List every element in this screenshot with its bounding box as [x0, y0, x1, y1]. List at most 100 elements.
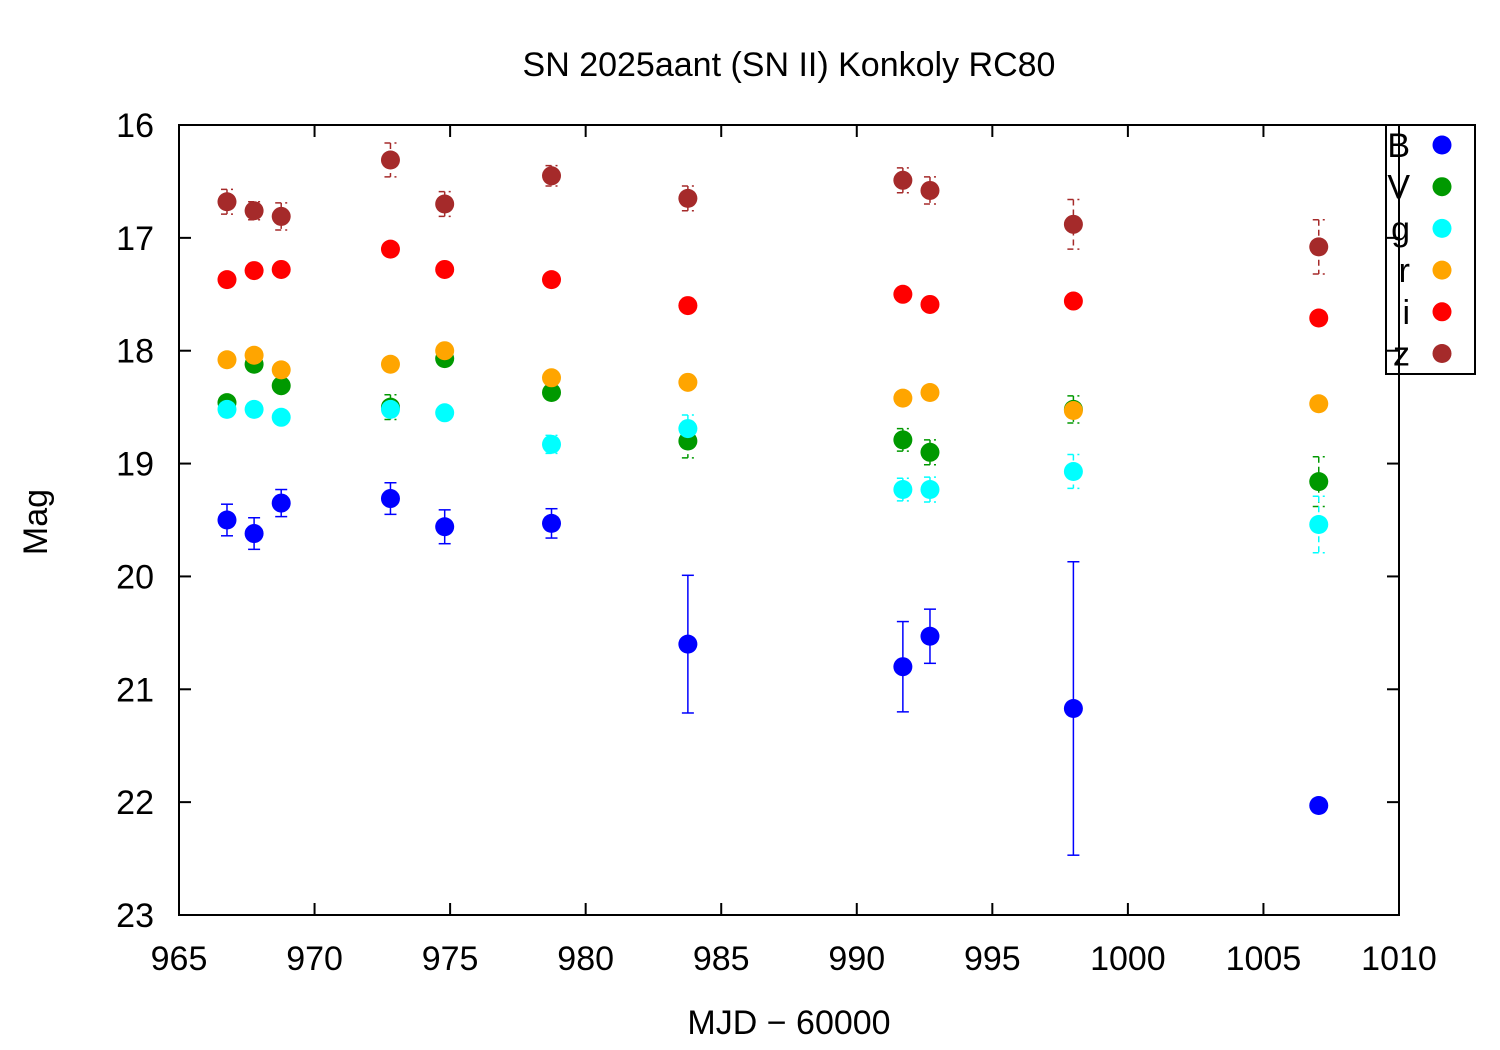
y-axis-label: Mag [17, 489, 55, 555]
legend-label: g [1391, 210, 1410, 248]
data-point [271, 493, 291, 513]
data-point [435, 517, 455, 537]
errbar-series-g [220, 401, 1325, 554]
x-tick-label: 990 [828, 940, 885, 978]
data-point [542, 368, 562, 388]
data-point [435, 259, 455, 279]
data-point [678, 372, 698, 392]
data-point [1309, 394, 1329, 414]
data-point [893, 480, 913, 500]
y-tick-label: 21 [116, 671, 154, 709]
data-point [1063, 291, 1083, 311]
legend-marker [1432, 135, 1452, 155]
data-point [920, 480, 940, 500]
data-point [217, 270, 237, 290]
y-tick-label: 20 [116, 558, 154, 596]
data-point [1309, 237, 1329, 257]
data-point [1309, 796, 1329, 816]
axis-ticks: 965 970 975 980 985 990 995 1000 1005 1010 16 17 18 1… [116, 107, 1437, 978]
y-tick-label: 23 [116, 897, 154, 935]
data-point [1063, 214, 1083, 234]
legend-label: V [1387, 169, 1410, 207]
data-point [217, 350, 237, 370]
data-point [244, 261, 264, 281]
x-tick-label: 995 [964, 940, 1021, 978]
legend-label: r [1399, 252, 1410, 290]
data-point [542, 270, 562, 290]
errbar-series-V [220, 353, 1325, 508]
data-point [920, 294, 940, 314]
data-point [893, 430, 913, 450]
data-point [678, 188, 698, 208]
data-point [380, 399, 400, 419]
data-point [920, 626, 940, 646]
legend-label: z [1393, 336, 1410, 374]
point-series-i [217, 239, 1329, 328]
data-point [542, 382, 562, 402]
x-tick-label: 975 [422, 940, 479, 978]
data-point [435, 341, 455, 361]
x-axis-label: MJD − 60000 [687, 1004, 890, 1042]
data-point [380, 239, 400, 259]
data-point [920, 180, 940, 200]
y-tick-label: 16 [116, 107, 154, 145]
data-point [1309, 472, 1329, 492]
point-series-z [217, 150, 1329, 257]
data-point [678, 296, 698, 316]
x-tick-label: 980 [557, 940, 614, 978]
data-point [244, 524, 264, 544]
legend-marker [1432, 302, 1452, 322]
y-tick-label: 19 [116, 446, 154, 484]
data-point [244, 201, 264, 221]
y-tick-label: 17 [116, 220, 154, 258]
data-point [678, 634, 698, 654]
data-point [380, 354, 400, 374]
data-point [1063, 698, 1083, 718]
data-point [542, 513, 562, 533]
data-point [542, 166, 562, 186]
data-point [1063, 461, 1083, 481]
data-point [920, 382, 940, 402]
x-tick-label: 970 [286, 940, 343, 978]
data-point [244, 399, 264, 419]
data-point [1309, 308, 1329, 328]
data-point [380, 489, 400, 509]
legend-label: B [1387, 127, 1410, 165]
data-point [271, 407, 291, 427]
y-tick-label: 18 [116, 333, 154, 371]
point-series-r [217, 341, 1329, 421]
point-series-g [217, 399, 1329, 535]
data-point [435, 403, 455, 423]
errbar-series-B [220, 482, 1325, 856]
data-point [217, 399, 237, 419]
legend-marker [1432, 218, 1452, 238]
data-point [380, 150, 400, 170]
data-point [542, 434, 562, 454]
x-tick-label: 1005 [1226, 940, 1302, 978]
legend-marker [1432, 260, 1452, 280]
y-tick-label: 22 [116, 784, 154, 822]
data-point [217, 510, 237, 530]
plot-frame [178, 124, 1400, 916]
x-tick-label: 1010 [1361, 940, 1437, 978]
data-point [893, 170, 913, 190]
data-point [893, 284, 913, 304]
data-point [678, 419, 698, 439]
x-tick-label: 965 [151, 940, 208, 978]
data-point [217, 192, 237, 212]
data-point [244, 345, 264, 365]
x-tick-label: 985 [693, 940, 750, 978]
legend-marker [1432, 177, 1452, 197]
data-point [271, 259, 291, 279]
x-tick-label: 1000 [1090, 940, 1166, 978]
data-points [217, 150, 1329, 816]
legend-marker [1432, 344, 1452, 363]
point-series-B [217, 489, 1329, 816]
data-point [435, 194, 455, 214]
data-point [271, 376, 291, 396]
data-point [893, 388, 913, 408]
legend-box [1385, 124, 1476, 375]
chart-title: SN 2025aant (SN II) Konkoly RC80 [523, 46, 1056, 84]
